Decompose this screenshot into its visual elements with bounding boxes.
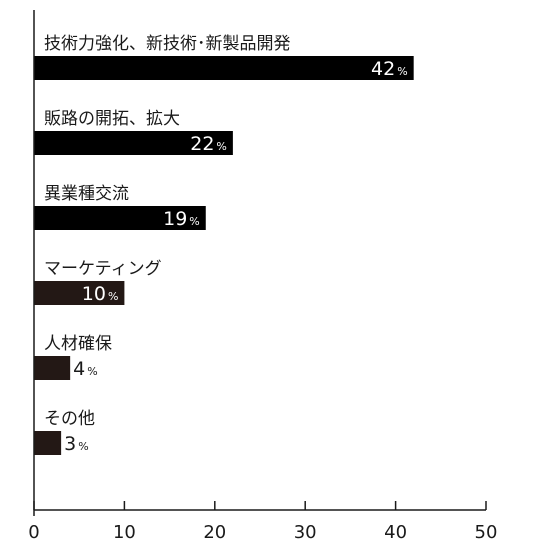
data-label: 4% bbox=[73, 358, 98, 380]
bar bbox=[34, 356, 71, 380]
bar bbox=[34, 56, 414, 80]
data-label: 3% bbox=[64, 433, 89, 455]
bars-layer bbox=[34, 56, 414, 455]
bar bbox=[34, 206, 206, 230]
bar bbox=[34, 281, 125, 305]
category-label: 異業種交流 bbox=[44, 184, 129, 204]
category-label: 販路の開拓、拡大 bbox=[44, 109, 180, 129]
value-labels: 42 % 22 % 19 % 10 % 4 % 3% bbox=[64, 58, 408, 455]
x-tick-label: 0 bbox=[28, 522, 39, 543]
x-axis: 0 10 20 30 40 50 bbox=[28, 10, 497, 543]
category-labels: 技術力強化、新技術･新製品開発販路の開拓、拡大異業種交流マーケティング人材確保そ… bbox=[44, 34, 291, 429]
bar bbox=[34, 131, 233, 155]
bar bbox=[34, 431, 62, 455]
x-tick-label: 50 bbox=[475, 522, 498, 543]
x-tick-label: 40 bbox=[384, 522, 407, 543]
category-label: 人材確保 bbox=[44, 334, 112, 354]
x-tick-label: 10 bbox=[113, 522, 136, 543]
category-label: マーケティング bbox=[44, 259, 162, 279]
x-tick-label: 30 bbox=[294, 522, 317, 543]
data-label: 10% bbox=[82, 283, 119, 305]
category-label: 技術力強化、新技術･新製品開発 bbox=[44, 34, 291, 54]
category-label: その他 bbox=[44, 409, 95, 429]
data-label: 42% bbox=[371, 58, 408, 80]
x-tick-label: 20 bbox=[203, 522, 226, 543]
data-label: 22% bbox=[190, 133, 227, 155]
data-label: 19% bbox=[163, 208, 200, 230]
